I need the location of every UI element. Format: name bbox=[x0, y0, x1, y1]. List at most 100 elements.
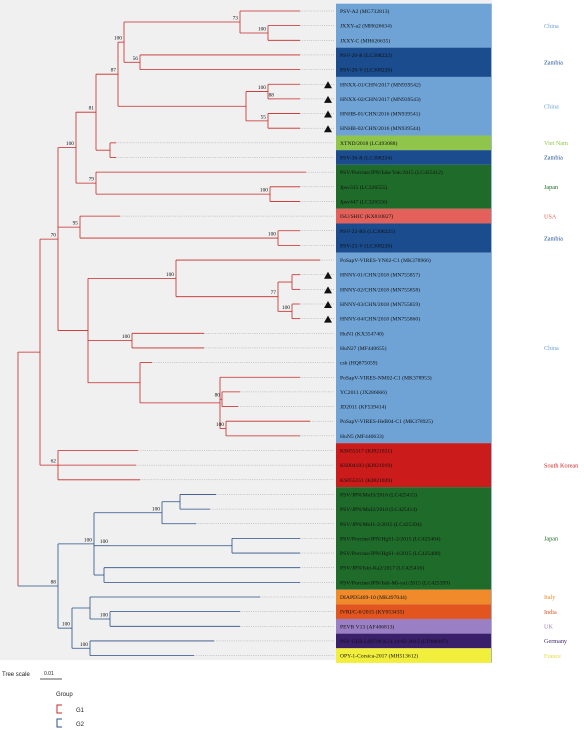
leaf-label: OPY-1-Corsica-2017 (MH513612) bbox=[340, 653, 418, 660]
leaf-label: HNHB-02/CHN/2016 (MN939544) bbox=[340, 125, 420, 132]
region-cell bbox=[491, 3, 583, 48]
color-band bbox=[336, 618, 491, 634]
leaf-label: csh (HQ875059) bbox=[340, 360, 378, 367]
color-band bbox=[336, 633, 491, 649]
leaf-label: ISU/SHIC (KX810827) bbox=[340, 213, 393, 220]
leaf-label: HNNY-03/CHN/2018 (MN755859) bbox=[340, 301, 420, 308]
region-cell bbox=[491, 618, 583, 634]
leaf-label: PEVR V13 (AF406813) bbox=[340, 623, 394, 630]
bootstrap-value: 100 bbox=[258, 85, 266, 91]
bootstrap-value: 55 bbox=[261, 114, 267, 120]
leaf-label: HNNY-04/CHN/2018 (MN755860) bbox=[340, 316, 420, 323]
color-band bbox=[336, 135, 491, 151]
tree-scale-value: 0.01 bbox=[44, 671, 54, 677]
leaf-label: JXXY-C (MH626635) bbox=[340, 37, 390, 44]
region-label: India bbox=[544, 609, 557, 616]
region-label: Zambia bbox=[544, 59, 563, 66]
leaf-label: PSV/JPN/Ishi-Ka2/2017 (LC425416) bbox=[340, 565, 424, 572]
leaf-label: IVRI/C-6/2015 (KY053435) bbox=[340, 609, 404, 616]
leaf-label: XTND/2018 (LC493088) bbox=[340, 140, 397, 147]
leaf-label: PSV/JPN/MoI3/2016 (LC425415) bbox=[340, 491, 417, 498]
region-label: South Korean bbox=[544, 462, 578, 469]
leaf-label: PSV-A2 (MG732813) bbox=[340, 8, 390, 15]
bootstrap-value: 100 bbox=[100, 539, 108, 545]
region-cell bbox=[491, 164, 583, 209]
region-label: China bbox=[544, 103, 559, 110]
leaf-label: HNXX-01/CHN/2017 (MN939542) bbox=[340, 81, 421, 88]
triangle-marker bbox=[324, 271, 332, 279]
leaf-label: HuN1 (KX354740) bbox=[340, 330, 384, 337]
leader-lines bbox=[116, 10, 334, 656]
region-cell bbox=[491, 223, 583, 253]
bootstrap-value: 100 bbox=[66, 141, 74, 147]
bootstrap-value: 56 bbox=[133, 56, 139, 62]
triangle-marker bbox=[324, 81, 332, 89]
leaf-label: PSV/Porcine/JPN/HgS1-2/2015 (LC425404) bbox=[340, 535, 441, 542]
leaf-label: PSV-26-R (LC308222) bbox=[340, 52, 392, 59]
leaf-label: HNNY-02/CHN/2018 (MN755858) bbox=[340, 286, 420, 293]
bootstrap-value: 100 bbox=[282, 305, 290, 311]
bootstrap-value: 100 bbox=[114, 36, 122, 42]
triangle-marker bbox=[324, 95, 332, 103]
color-band bbox=[336, 3, 491, 48]
region-label: France bbox=[544, 653, 561, 660]
bootstrap-value: 100 bbox=[260, 188, 268, 194]
leaf-label: HuN5 (MF440633) bbox=[340, 433, 384, 440]
leaf-label: KS004103 (KJ821019) bbox=[340, 462, 392, 469]
region-label: Zambia bbox=[544, 235, 563, 242]
leaf-label: JXXY-a2 (MH626634) bbox=[340, 23, 392, 30]
leaf-label: Jpsv447 (LC326556) bbox=[340, 198, 388, 205]
bootstrap-value: 100 bbox=[122, 334, 130, 340]
leaf-label: HNHB-01/CHN/2016 (MN939541) bbox=[340, 111, 420, 118]
bootstrap-value: 73 bbox=[233, 15, 239, 21]
leaf-label: HNNY-01/CHN/2018 (MN755857) bbox=[340, 272, 420, 279]
leaf-label: PSV/JPN/MoI2/2018 (LC425414) bbox=[340, 506, 417, 513]
region-cell bbox=[491, 487, 583, 590]
color-band bbox=[336, 76, 491, 136]
bootstrap-value: 100 bbox=[152, 506, 160, 512]
triangle-marker bbox=[324, 315, 332, 323]
region-label: China bbox=[544, 23, 559, 30]
color-band bbox=[336, 47, 491, 77]
region-label: Zambia bbox=[544, 155, 563, 162]
leaf-label: KS055151 (KJ821020) bbox=[340, 477, 392, 484]
legend-g1-label: G1 bbox=[76, 708, 85, 714]
triangle-marker bbox=[324, 125, 332, 133]
bootstrap-value: 100 bbox=[268, 232, 276, 238]
region-label: Italy bbox=[544, 594, 556, 601]
region-cell bbox=[491, 76, 583, 136]
region-cell bbox=[491, 150, 583, 165]
region-cell bbox=[491, 135, 583, 151]
leaf-label: PSV-20-V (LC308226) bbox=[340, 67, 392, 74]
bootstrap-value: 88 bbox=[51, 580, 57, 586]
leaf-label: PSV/Porcine/JPN/HgS1-4/2015 (LC425408) bbox=[340, 550, 441, 557]
triangle-markers bbox=[324, 81, 332, 323]
bootstrap-value: 87 bbox=[111, 68, 117, 74]
region-cell bbox=[491, 208, 583, 224]
leaf-label: KS055317 (KJ821021) bbox=[340, 448, 392, 455]
bootstrap-value: 100 bbox=[80, 642, 88, 648]
leaf-labels: PSV-A2 (MG732813) JXXY-a2 (MH626634) JXXY-… bbox=[340, 8, 450, 660]
color-band bbox=[336, 648, 491, 663]
bootstrap-value: 100 bbox=[216, 422, 224, 428]
leaf-label: HuN27 (MF440655) bbox=[340, 345, 387, 352]
region-cell bbox=[491, 589, 583, 605]
color-band bbox=[336, 604, 491, 619]
color-band bbox=[336, 150, 491, 165]
region-label: USA bbox=[544, 213, 557, 220]
leaf-label: PSV GER L00798 K21 14-02 2015 (LT908497) bbox=[340, 638, 448, 645]
bootstrap-value: 77 bbox=[271, 290, 277, 296]
color-band bbox=[336, 164, 491, 209]
region-cell bbox=[491, 47, 583, 77]
triangle-marker bbox=[324, 301, 332, 308]
leaf-label: HNXX-02/CHN/2017 (MN939543) bbox=[340, 96, 421, 103]
triangle-marker bbox=[324, 110, 332, 118]
bootstrap-value: 100 bbox=[100, 612, 108, 618]
region-cell bbox=[491, 633, 583, 649]
legend-title: Group bbox=[56, 692, 73, 698]
bootstrap-labels: 7010081871007310056100885579100951001007… bbox=[51, 15, 291, 647]
bootstrap-value: 79 bbox=[89, 177, 95, 183]
leaf-label: PSV/Porcine/JPN/Ishi-Mi-ya1/2015 (LC4253… bbox=[340, 579, 450, 586]
leaf-label: YC2011 (JX286666) bbox=[340, 389, 387, 396]
